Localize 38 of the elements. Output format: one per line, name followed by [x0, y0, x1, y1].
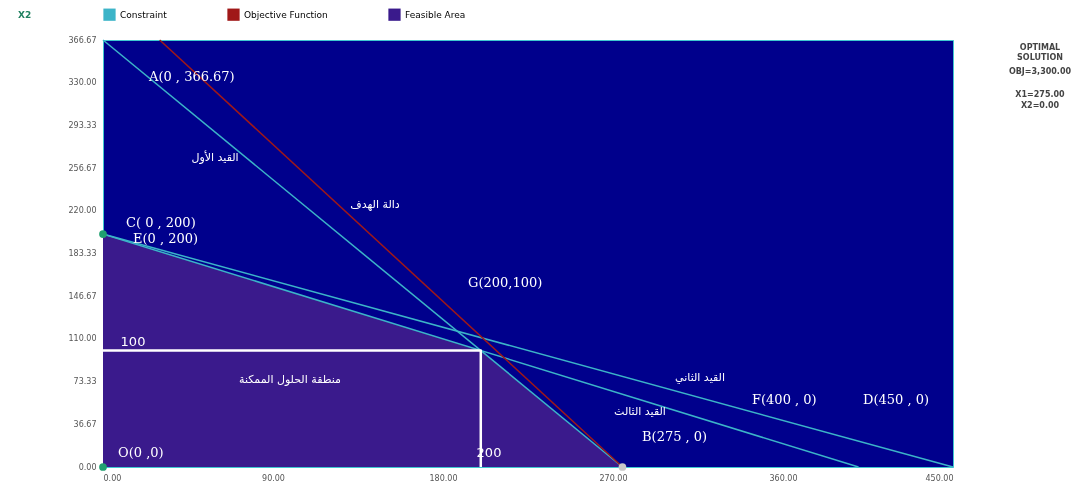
legend-label: Feasible Area	[405, 9, 466, 20]
y-tick-label: 256.67	[68, 163, 97, 173]
annotation: E(0 , 200)	[133, 231, 199, 246]
y-tick-label: 220.00	[68, 206, 97, 216]
text: OBJ=3,300.00	[1008, 67, 1072, 76]
annotation: 100	[120, 334, 146, 349]
annotation: القيد الثالث	[614, 405, 666, 418]
annotation: القيد الأول	[191, 150, 239, 164]
annotation: F(400 , 0)	[752, 392, 817, 407]
annotation: D(450 , 0)	[863, 392, 930, 407]
y-tick-label: 36.67	[73, 419, 97, 429]
y-tick-label: 366.67	[68, 35, 97, 45]
annotation: القيد الثاني	[675, 371, 725, 384]
x-tick-label: 360.00	[769, 473, 798, 483]
y-tick-label: 293.33	[68, 120, 97, 130]
text: X1=275.00	[1015, 90, 1066, 99]
x-tick-label: 180.00	[429, 473, 458, 483]
annotation: C( 0 , 200)	[126, 215, 196, 230]
text: OPTIMAL SOLUTION	[1017, 43, 1063, 62]
y-tick-label: 146.67	[68, 291, 97, 301]
x-tick-label: 0.00	[103, 473, 122, 483]
text: X2	[18, 10, 32, 20]
annotation: G(200,100)	[468, 275, 543, 290]
annotation: O(0 ,0)	[118, 445, 164, 460]
x-tick-label: 90.00	[262, 473, 285, 483]
y-tick-label: 183.33	[68, 249, 97, 259]
legend-label: Objective Function	[244, 9, 328, 20]
text: X2=0.00	[1020, 101, 1060, 110]
legend-label: Constraint	[120, 9, 168, 20]
y-tick-label: 73.33	[73, 377, 97, 387]
y-tick-label: 0.00	[78, 462, 97, 472]
x-tick-label: 450.00	[925, 473, 954, 483]
annotation: منطقة الحلول الممكنة	[239, 373, 342, 386]
x-tick-label: 270.00	[599, 473, 628, 483]
annotation: دالة الهدف	[350, 198, 400, 211]
y-tick-label: 330.00	[68, 78, 97, 88]
annotation: B(275 , 0)	[642, 429, 708, 444]
y-tick-label: 110.00	[68, 334, 97, 344]
